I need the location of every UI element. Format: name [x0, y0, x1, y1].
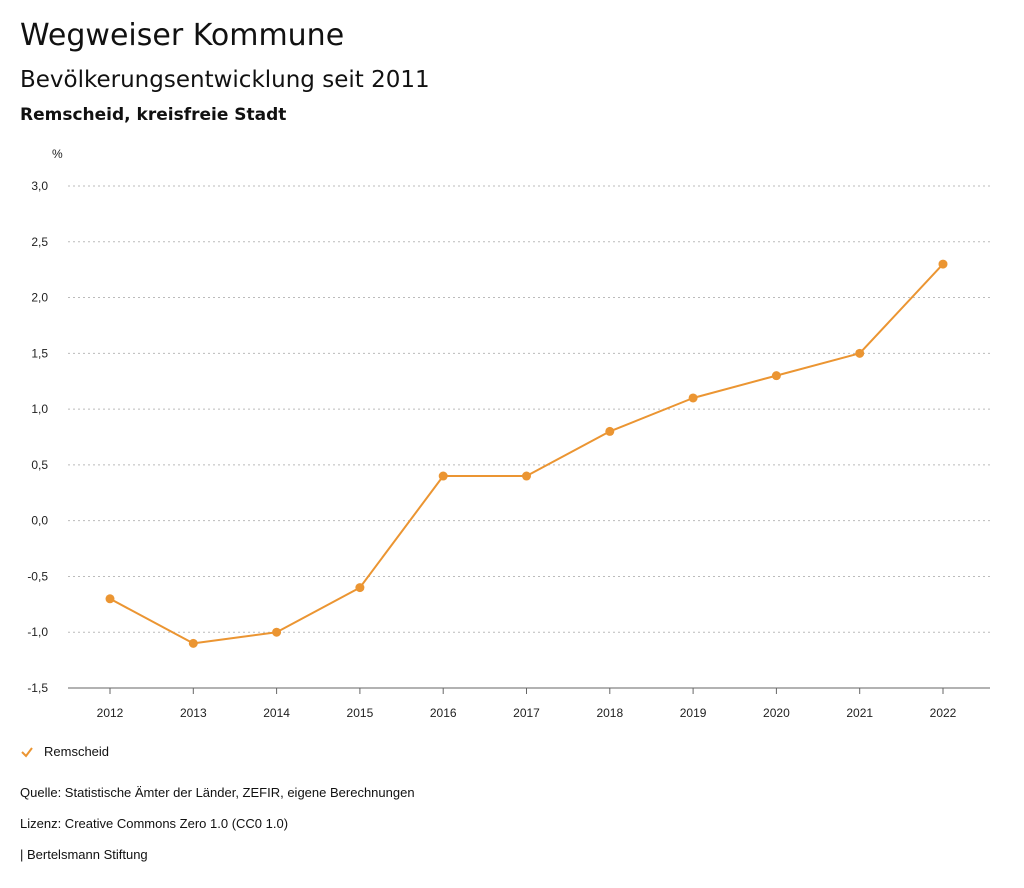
data-point[interactable]: [272, 627, 282, 637]
y-tick-label: 3,0: [31, 179, 48, 193]
license-note: Lizenz: Creative Commons Zero 1.0 (CC0 1…: [20, 816, 289, 831]
x-tick-label: 2018: [596, 706, 623, 720]
y-tick-label: -1,0: [27, 625, 48, 639]
data-point[interactable]: [188, 638, 198, 648]
publisher-note: | Bertelsmann Stiftung: [20, 847, 148, 862]
data-point[interactable]: [105, 594, 115, 604]
series-line-remscheid: [109, 263, 944, 645]
x-tick-label: 2022: [930, 706, 957, 720]
source-note: Quelle: Statistische Ämter der Länder, Z…: [20, 785, 415, 800]
y-tick-label: 0,5: [31, 458, 48, 472]
x-tick-label: 2016: [430, 706, 457, 720]
page-title: Wegweiser Kommune: [20, 18, 345, 53]
data-point[interactable]: [938, 259, 948, 269]
x-tick-label: 2019: [680, 706, 707, 720]
y-tick-label: 2,5: [31, 235, 48, 249]
x-tick-label: 2012: [97, 706, 124, 720]
x-tick-label: 2020: [763, 706, 790, 720]
chart-subtitle: Bevölkerungsentwicklung seit 2011: [20, 67, 430, 93]
legend-label: Remscheid: [44, 744, 110, 759]
data-point[interactable]: [438, 471, 448, 481]
data-point[interactable]: [688, 393, 698, 403]
y-tick-label: -0,5: [27, 569, 48, 583]
region-label: Remscheid, kreisfreie Stadt: [20, 105, 287, 125]
y-tick-label: 1,0: [31, 402, 48, 416]
legend[interactable]: Remscheid: [20, 744, 109, 759]
data-point[interactable]: [855, 348, 865, 358]
data-point[interactable]: [355, 583, 365, 593]
x-tick-label: 2021: [846, 706, 873, 720]
y-tick-label: 1,5: [31, 346, 48, 360]
y-tick-label: -1,5: [27, 681, 48, 695]
x-tick-label: 2015: [347, 706, 374, 720]
data-point[interactable]: [605, 426, 615, 436]
data-point[interactable]: [771, 371, 781, 381]
y-axis-unit-label: %: [52, 147, 63, 161]
x-tick-label: 2017: [513, 706, 540, 720]
y-tick-label: 0,0: [31, 514, 48, 528]
x-tick-label: 2014: [263, 706, 290, 720]
line-chart: % 3,0 2,5 2,0 1,5 1,0 0,5 0,0 -0,5 -1,0 -1,5 2012 2…: [27, 147, 990, 720]
x-tick-label: 2013: [180, 706, 207, 720]
data-point[interactable]: [522, 471, 531, 481]
check-icon: [21, 746, 33, 758]
y-tick-label: 2,0: [31, 291, 48, 305]
